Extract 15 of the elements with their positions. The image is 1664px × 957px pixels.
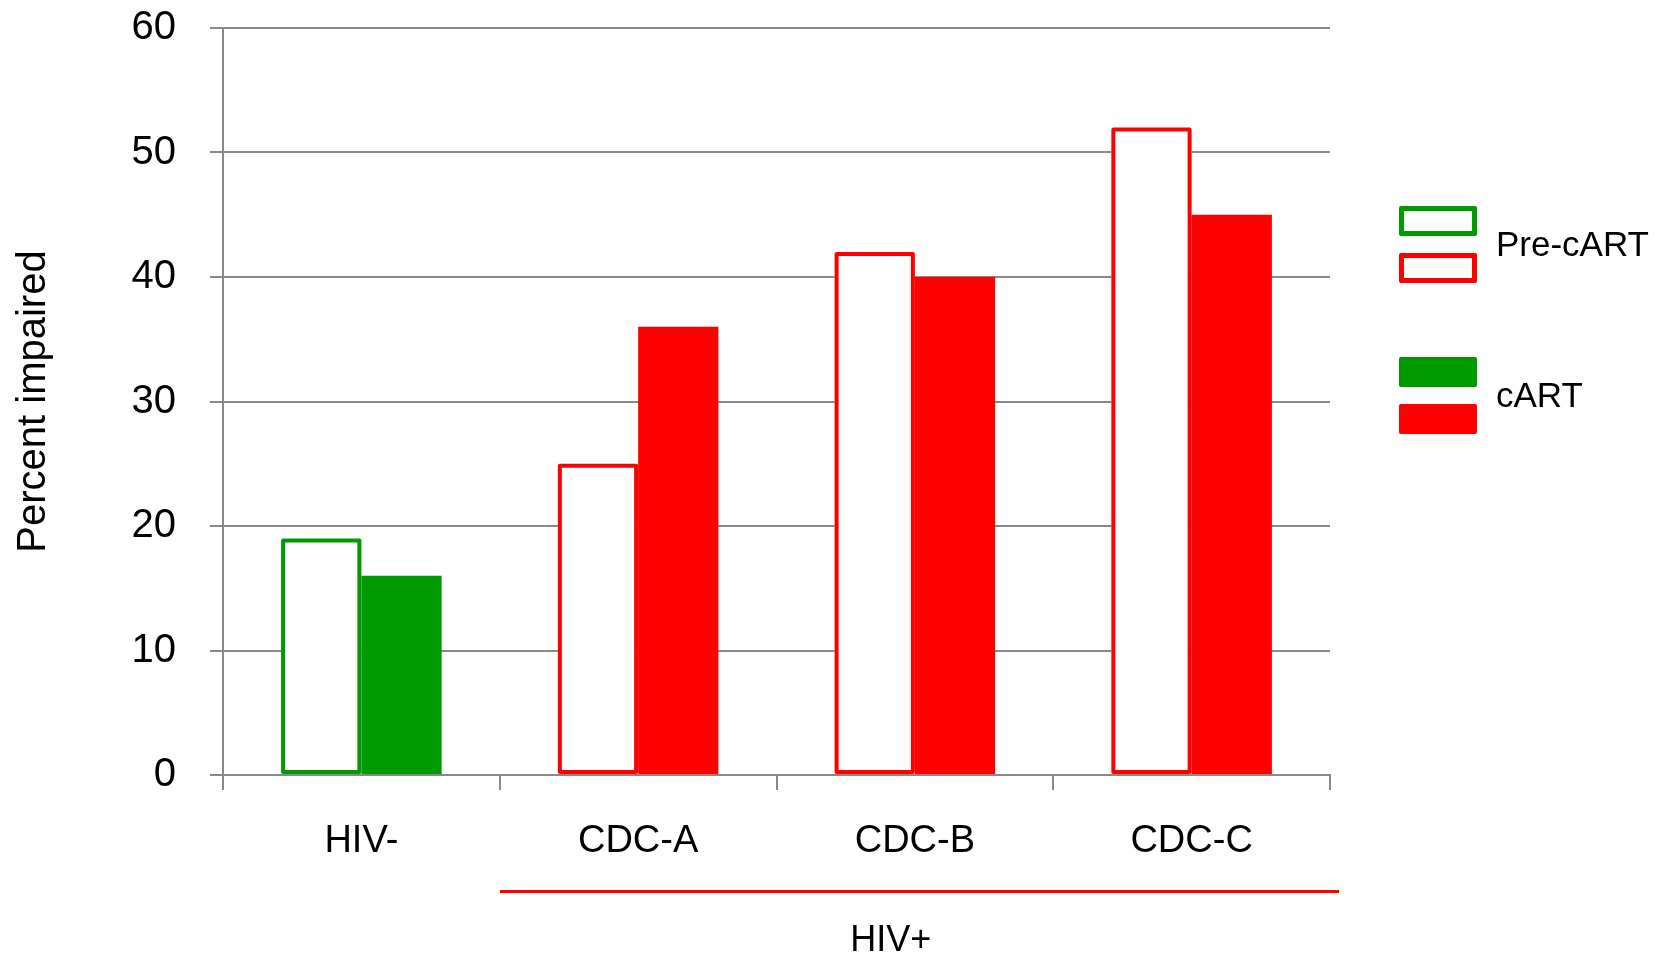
y-tick-label: 50 — [131, 127, 176, 172]
legend-label: cART — [1496, 375, 1583, 416]
text: HIV+ — [850, 918, 932, 957]
y-tick-label: 60 — [131, 3, 176, 48]
y-tick-label: 0 — [153, 750, 176, 795]
y-tick-label: 30 — [131, 376, 176, 421]
y-axis-title: Percent impaired — [9, 250, 54, 553]
x-tick-label: CDC-B — [854, 818, 976, 861]
x-tick-label: CDC-A — [577, 818, 699, 861]
x-tick-label: HIV- — [324, 818, 399, 861]
y-tick-label: 10 — [131, 625, 176, 670]
x-tick-label: CDC-C — [1130, 818, 1253, 861]
y-tick-label: 40 — [131, 252, 176, 297]
y-tick-label: 20 — [131, 501, 176, 546]
legend-label: Pre-cART — [1496, 224, 1649, 265]
